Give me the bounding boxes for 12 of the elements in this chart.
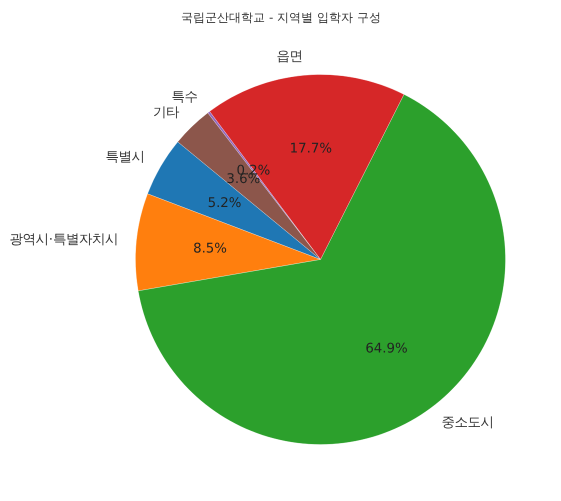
data-label: 3.6% [226,172,260,188]
slice-label: 읍면 [276,49,303,64]
data-label: 64.9% [365,341,408,356]
data-label: 8.5% [193,241,227,256]
data-label: 17.7% [290,141,332,156]
slice-label: 중소도시 [441,416,494,431]
slice-label: 기타 [153,106,180,121]
slice-label: 특별시 [106,150,145,165]
chart-title: 국립군산대학교 - 지역별 입학자 구성 [181,10,381,24]
slice-label: 광역시·특별자치시 [10,232,118,248]
data-label: 5.2% [208,196,242,212]
slice-label: 특수 [171,90,198,105]
